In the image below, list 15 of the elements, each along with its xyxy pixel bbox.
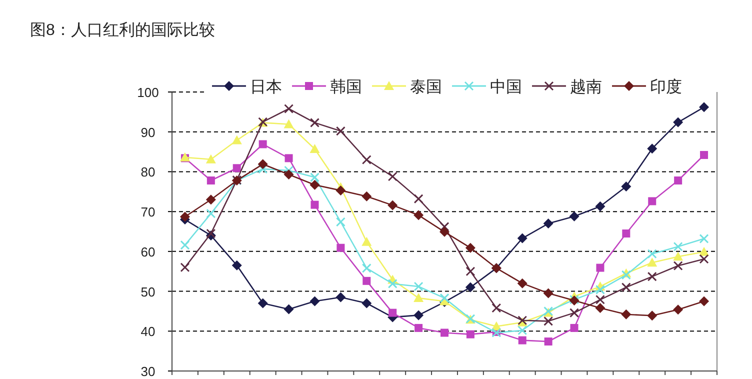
y-tick-label: 50	[140, 284, 156, 300]
legend-label: 越南	[570, 78, 602, 96]
y-tick-label: 40	[140, 324, 156, 340]
y-tick-label: 100	[137, 85, 159, 100]
legend-label: 日本	[250, 78, 282, 96]
legend-label: 泰国	[410, 79, 442, 96]
y-tick-label: 30	[140, 364, 156, 379]
chart-title: 图8：人口红利的国际比较	[30, 21, 215, 39]
y-tick-label: 80	[140, 164, 156, 180]
legend-label: 韩国	[330, 78, 362, 96]
legend-label: 中国	[490, 78, 522, 96]
y-tick-label: 60	[140, 244, 156, 260]
y-tick-label: 70	[140, 204, 156, 220]
legend-label: 印度	[650, 78, 682, 96]
y-tick-label: 90	[140, 124, 156, 140]
